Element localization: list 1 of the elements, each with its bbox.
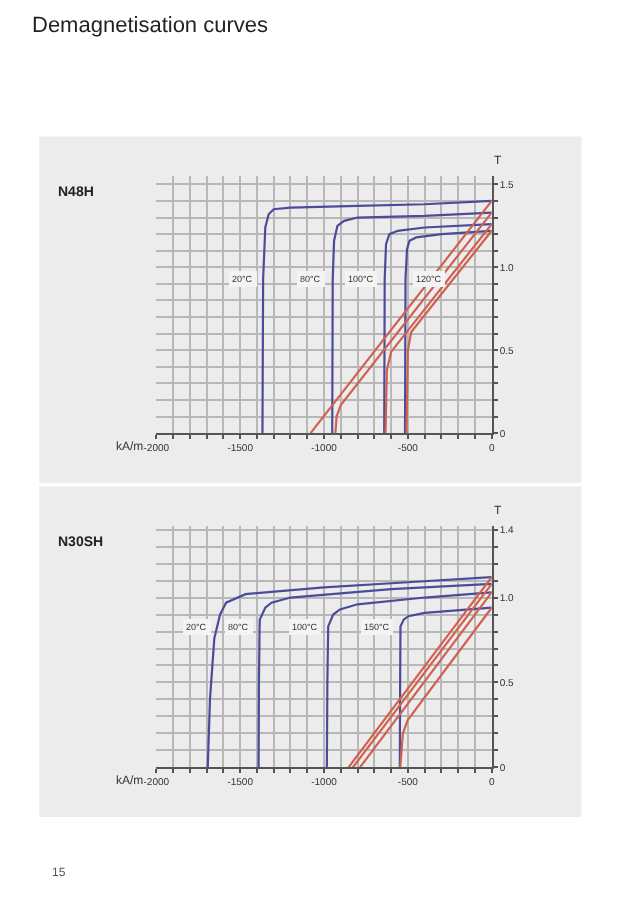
text: Demagnetisation curves [32,14,270,38]
